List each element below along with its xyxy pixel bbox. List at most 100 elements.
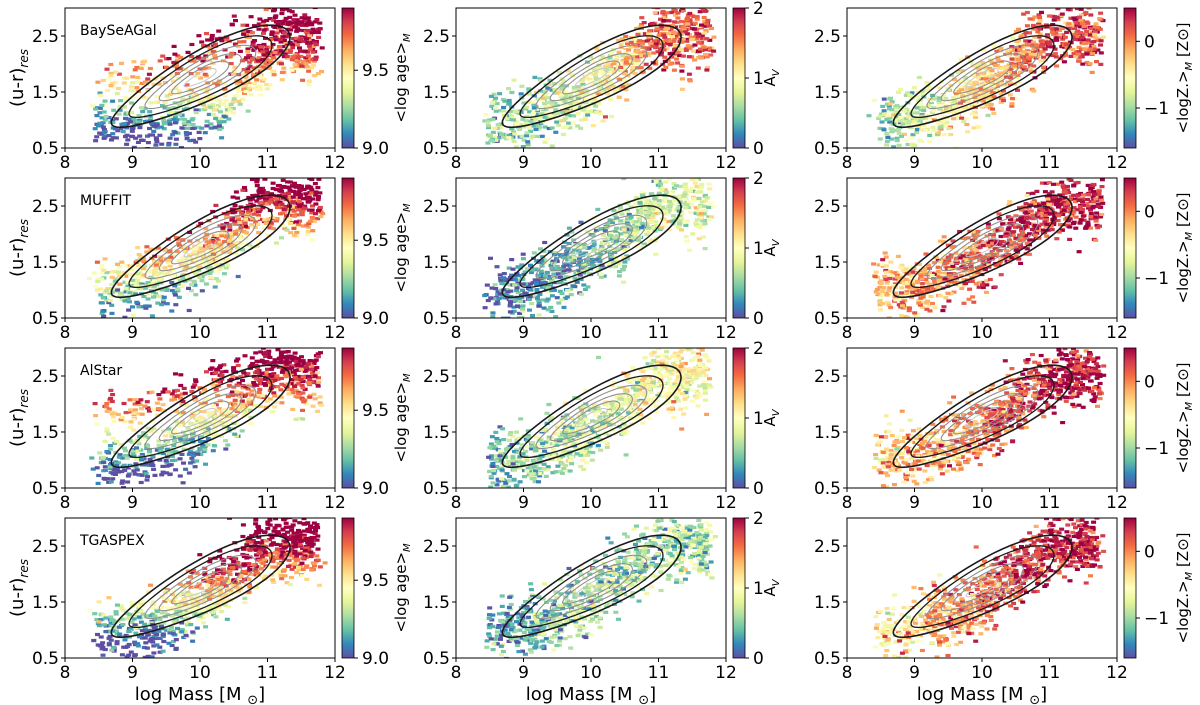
scatter-point (1084, 60, 1090, 65)
scatter-point (274, 219, 279, 223)
scatter-point (307, 41, 313, 45)
scatter-point (663, 180, 669, 184)
scatter-point (599, 263, 605, 267)
scatter-point (921, 105, 927, 110)
scatter-point (140, 110, 146, 114)
scatter-point (688, 35, 694, 40)
scatter-point (987, 67, 993, 71)
scatter-point (1064, 30, 1070, 34)
scatter-point (518, 92, 524, 96)
scatter-point (213, 116, 219, 120)
scatter-point (261, 19, 267, 23)
scatter-point (204, 246, 210, 251)
scatter-point (1000, 96, 1006, 100)
scatter-point (1080, 207, 1086, 212)
scatter-point (985, 113, 991, 117)
scatter-point (236, 99, 242, 103)
scatter-point (1037, 18, 1043, 23)
scatter-point (565, 258, 571, 262)
scatter-point (658, 47, 663, 51)
scatter-point (100, 121, 106, 125)
scatter-point (252, 45, 258, 49)
scatter-point (264, 18, 270, 23)
scatter-point (272, 25, 278, 29)
scatter-point (1003, 69, 1009, 73)
scatter-point (240, 23, 246, 27)
scatter-point (974, 82, 980, 86)
scatter-point (489, 139, 494, 143)
scatter-point (906, 121, 911, 125)
scatter-point (313, 190, 319, 194)
scatter-point (505, 290, 511, 294)
scatter-point (287, 40, 293, 45)
scatter-point (590, 233, 596, 237)
scatter-point (178, 101, 184, 105)
scatter-point (919, 139, 925, 143)
scatter-point (122, 264, 128, 268)
scatter-point (666, 39, 672, 43)
scatter-point (308, 185, 314, 189)
scatter-point (525, 143, 531, 147)
scatter-point (660, 9, 666, 14)
scatter-point (216, 279, 221, 283)
scatter-point (661, 15, 667, 19)
scatter-point (583, 251, 589, 255)
scatter-point (906, 309, 912, 313)
scatter-point (967, 106, 973, 110)
scatter-point (708, 48, 714, 52)
density-contour (965, 68, 999, 88)
scatter-point (624, 254, 630, 258)
scatter-point (179, 245, 185, 249)
scatter-point (251, 73, 257, 77)
scatter-point (544, 299, 550, 303)
scatter-point (110, 132, 116, 136)
scatter-point (563, 90, 569, 94)
scatter-point (180, 256, 185, 260)
scatter-point (545, 100, 551, 105)
scatter-point (670, 219, 676, 223)
scatter-point (538, 79, 544, 83)
scatter-point (545, 96, 551, 100)
scatter-point (314, 18, 320, 22)
scatter-point (280, 22, 286, 26)
scatter-point (630, 219, 636, 224)
scatter-point (671, 186, 677, 190)
scatter-point (135, 140, 141, 144)
scatter-point (269, 30, 275, 34)
scatter-point (1088, 27, 1094, 31)
scatter-point (143, 304, 149, 308)
scatter-point (166, 107, 172, 111)
scatter-point (531, 124, 537, 128)
scatter-point (958, 57, 964, 62)
scatter-point (656, 33, 662, 37)
scatter-point (547, 78, 553, 82)
scatter-point (93, 107, 99, 111)
scatter-point (255, 59, 261, 63)
scatter-point (285, 217, 291, 221)
density-contour (574, 238, 608, 258)
scatter-point (1098, 51, 1104, 55)
scatter-point (153, 266, 159, 271)
scatter-point (170, 110, 176, 114)
scatter-point (262, 173, 267, 176)
scatter-point (257, 217, 263, 222)
scatter-point (915, 120, 921, 124)
scatter-point (178, 260, 184, 264)
scatter-point (614, 67, 620, 71)
scatter-point (145, 147, 151, 148)
scatter-point (964, 87, 970, 91)
scatter-point (219, 39, 225, 43)
scatter-point (666, 219, 672, 224)
scatter-point (194, 96, 200, 100)
scatter-point (269, 192, 274, 196)
scatter-point (560, 270, 566, 275)
scatter-point (979, 64, 985, 68)
scatter-point (1077, 15, 1082, 19)
scatter-point (106, 116, 112, 120)
scatter-point (542, 140, 548, 144)
scatter-point (304, 59, 310, 63)
scatter-point (622, 231, 628, 235)
scatter-point (637, 240, 643, 244)
scatter-point (509, 114, 515, 118)
scatter-point (233, 190, 239, 194)
